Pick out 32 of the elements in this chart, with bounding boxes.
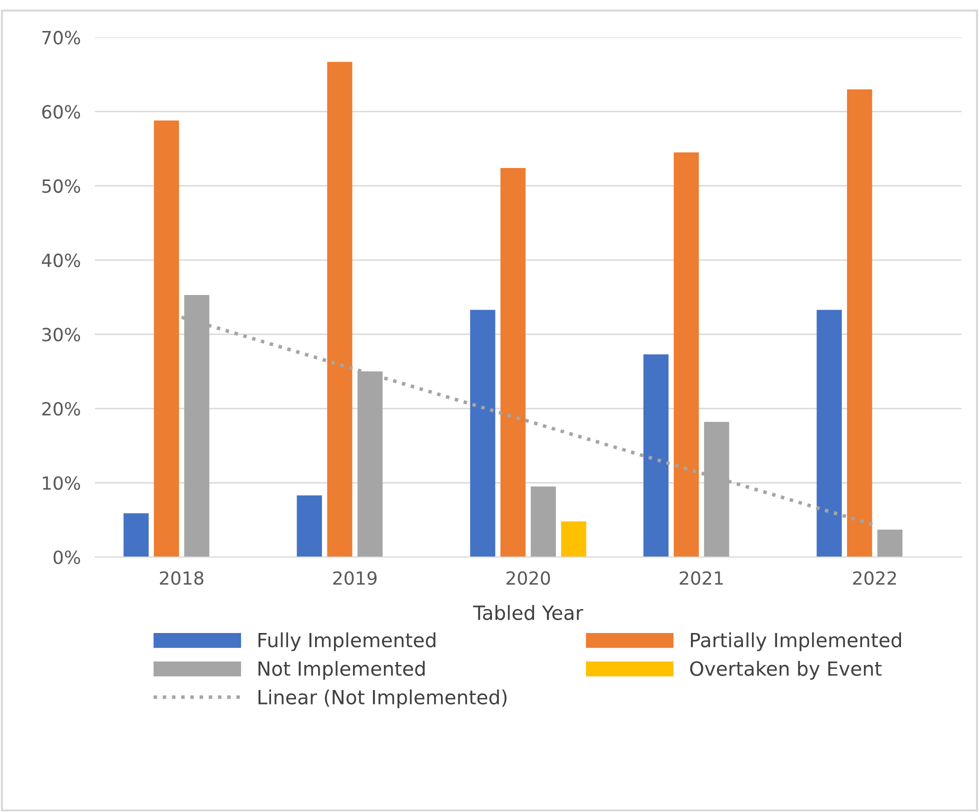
x-tick-label: 2022 bbox=[853, 571, 896, 585]
bar bbox=[124, 513, 149, 558]
bar bbox=[296, 495, 322, 558]
bar bbox=[154, 120, 180, 558]
legend-label: Linear (Not Implemented) bbox=[258, 689, 507, 708]
y-tick-label: 70% bbox=[42, 30, 80, 44]
y-tick-label: 50% bbox=[42, 179, 80, 193]
bar bbox=[530, 486, 556, 558]
bar bbox=[877, 530, 902, 558]
y-tick-label: 60% bbox=[42, 105, 80, 119]
bar bbox=[500, 168, 526, 558]
y-tick-label: 10% bbox=[42, 476, 80, 490]
bar bbox=[327, 62, 352, 558]
bar bbox=[847, 89, 872, 558]
bar bbox=[470, 310, 496, 558]
y-tick-label: 20% bbox=[42, 402, 80, 416]
bar bbox=[561, 521, 586, 558]
x-tick-label: 2021 bbox=[680, 571, 723, 585]
legend-label: Fully Implemented bbox=[258, 632, 436, 652]
x-axis-title: Tabled Year bbox=[473, 605, 584, 620]
x-tick-label: 2018 bbox=[160, 571, 204, 585]
x-tick-label: 2020 bbox=[506, 571, 550, 585]
legend-label: Partially Implemented bbox=[690, 632, 902, 652]
y-tick-label: 30% bbox=[42, 328, 80, 342]
bar bbox=[643, 354, 669, 558]
x-tick-label: 2019 bbox=[333, 571, 377, 585]
y-tick-label: 40% bbox=[42, 254, 80, 268]
bar bbox=[816, 310, 842, 558]
legend-label: Overtaken by Event bbox=[690, 660, 882, 680]
legend-label: Not Implemented bbox=[258, 660, 425, 680]
y-tick-label: 0% bbox=[54, 550, 80, 564]
bar bbox=[674, 152, 699, 558]
